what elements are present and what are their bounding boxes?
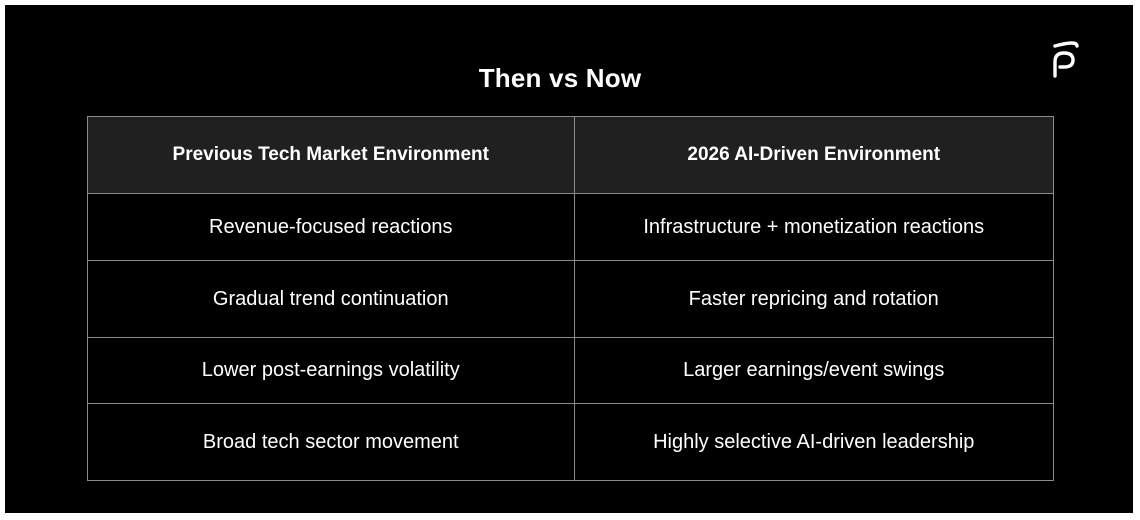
table-cell: Larger earnings/event swings	[573, 337, 1054, 404]
comparison-table: Previous Tech Market Environment 2026 AI…	[87, 116, 1054, 481]
header-previous-environment: Previous Tech Market Environment	[87, 116, 575, 194]
slide-title: Then vs Now	[478, 63, 642, 93]
table-cell: Highly selective AI-driven leadership	[573, 403, 1054, 481]
table-cell: Infrastructure + monetization reactions	[573, 193, 1054, 261]
header-ai-environment: 2026 AI-Driven Environment	[573, 116, 1054, 194]
table-cell: Lower post-earnings volatility	[87, 337, 575, 404]
table-cell: Broad tech sector movement	[87, 403, 575, 481]
brand-logo-icon	[1053, 41, 1079, 78]
table-row: Gradual trend continuation Faster repric…	[87, 260, 1054, 338]
table-cell: Gradual trend continuation	[87, 260, 575, 338]
table-header-row: Previous Tech Market Environment 2026 AI…	[87, 116, 1054, 194]
table-cell: Revenue-focused reactions	[87, 193, 575, 261]
table-row: Lower post-earnings volatility Larger ea…	[87, 337, 1054, 404]
table-row: Revenue-focused reactions Infrastructure…	[87, 193, 1054, 261]
table-row: Broad tech sector movement Highly select…	[87, 403, 1054, 481]
slide-canvas: Then vs Now Previous Tech Market Environ…	[5, 5, 1133, 513]
table-cell: Faster repricing and rotation	[573, 260, 1054, 338]
